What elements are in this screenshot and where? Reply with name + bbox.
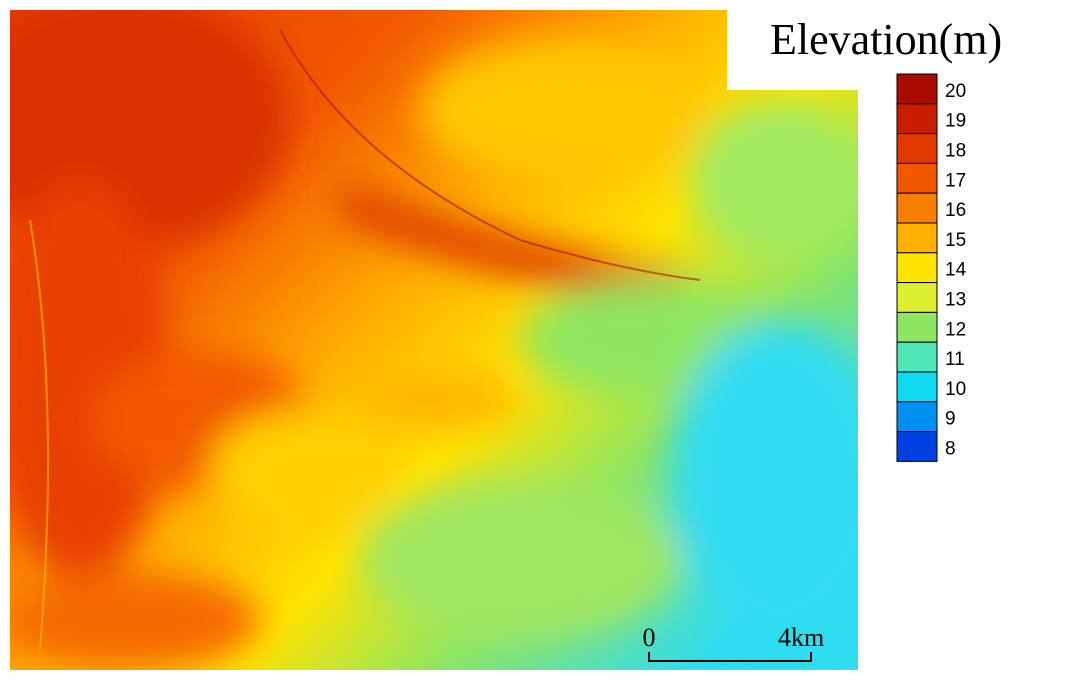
legend: 20 19 18 17 16 15 14 13 12 11 10 9 8 <box>897 74 967 461</box>
legend-label: 13 <box>945 289 966 310</box>
legend-label: 8 <box>945 438 956 459</box>
legend-swatch <box>897 163 937 193</box>
legend-label: 17 <box>945 170 966 191</box>
legend-label: 10 <box>945 379 966 400</box>
legend-swatch <box>897 253 937 283</box>
legend-swatch <box>897 193 937 223</box>
legend-swatch <box>897 104 937 134</box>
scale-start-label: 0 <box>643 623 656 652</box>
legend-label: 20 <box>945 81 966 102</box>
legend-label: 16 <box>945 200 966 221</box>
elevation-raster <box>0 0 890 670</box>
legend-label: 9 <box>945 409 956 430</box>
legend-swatch <box>897 432 937 462</box>
legend-swatch <box>897 74 937 104</box>
legend-swatch <box>897 372 937 402</box>
legend-label: 15 <box>945 230 966 251</box>
legend-swatch <box>897 283 937 313</box>
legend-swatch <box>897 402 937 432</box>
legend-label: 18 <box>945 140 966 161</box>
elevation-map-figure: Elevation(m) 201918171615141312111098 0 … <box>0 0 1089 680</box>
legend-swatch <box>897 134 937 164</box>
legend-label: 19 <box>945 111 966 132</box>
legend-swatch <box>897 223 937 253</box>
legend-label: 11 <box>945 349 965 370</box>
legend-title: Elevation(m) <box>770 15 1002 64</box>
legend-swatch <box>897 312 937 342</box>
legend-swatch <box>897 342 937 372</box>
legend-label: 14 <box>945 260 967 281</box>
legend-label: 12 <box>945 319 966 340</box>
scale-end-label: 4km <box>778 623 824 652</box>
